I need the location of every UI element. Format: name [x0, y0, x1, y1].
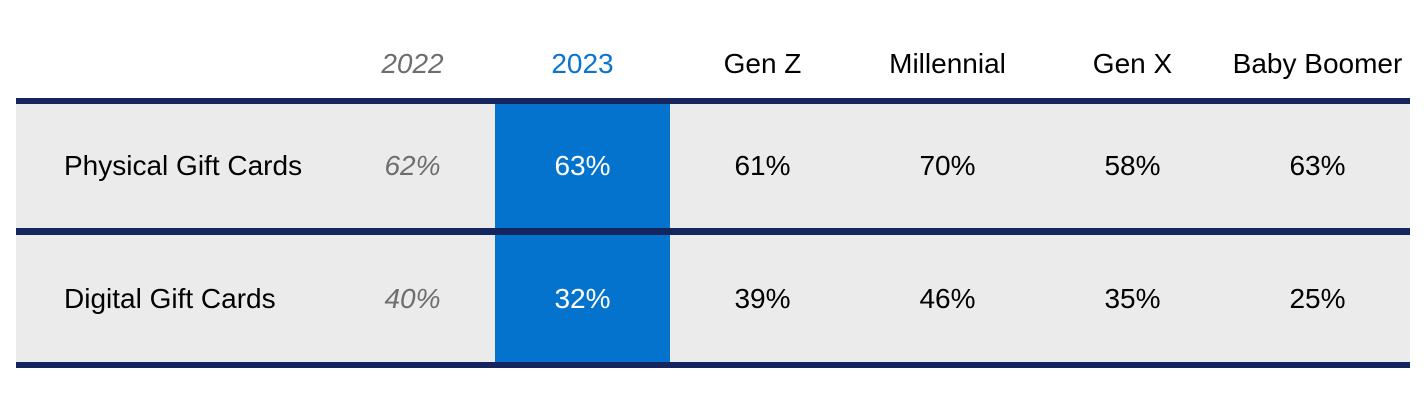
cell-physical-gen-x: 58%	[1104, 150, 1161, 181]
cell-digital-2023: 32%	[495, 235, 670, 362]
middle-rule	[16, 228, 1410, 235]
header-row: 2022 2023 Gen Z Millennial Gen X Baby Bo…	[16, 0, 1410, 98]
header-cell-baby-boomer: Baby Boomer	[1232, 48, 1403, 79]
gift-card-comparison-table: 2022 2023 Gen Z Millennial Gen X Baby Bo…	[16, 0, 1410, 368]
header-cell-blank	[16, 0, 330, 98]
cell-digital-millennial: 46%	[919, 282, 976, 314]
cell-physical-gen-z: 61%	[734, 150, 791, 181]
cell-physical-2023: 63%	[495, 104, 670, 228]
cell-physical-baby-boomer: 63%	[1289, 150, 1346, 181]
cell-digital-gen-x: 35%	[1104, 282, 1161, 314]
header-cell-gen-z: Gen Z	[723, 48, 802, 79]
row-label-physical: Physical Gift Cards	[64, 150, 303, 181]
cell-physical-2022: 62%	[384, 150, 441, 181]
row-label-digital: Digital Gift Cards	[64, 282, 276, 314]
table-row-digital: Digital Gift Cards 40% 32% 39% 46% 35% 2…	[16, 235, 1410, 362]
header-cell-millennial: Millennial	[889, 48, 1006, 79]
bottom-rule	[16, 362, 1410, 368]
top-rule	[16, 98, 1410, 104]
table-row-physical: Physical Gift Cards 62% 63% 61% 70% 58% …	[16, 104, 1410, 228]
cell-digital-baby-boomer: 25%	[1289, 282, 1346, 314]
cell-physical-millennial: 70%	[919, 150, 976, 181]
cell-digital-gen-z: 39%	[734, 282, 791, 314]
header-cell-2023: 2023	[551, 48, 614, 79]
header-cell-2022: 2022	[381, 48, 444, 79]
header-cell-gen-x: Gen X	[1092, 48, 1173, 79]
cell-digital-2022: 40%	[384, 282, 441, 314]
